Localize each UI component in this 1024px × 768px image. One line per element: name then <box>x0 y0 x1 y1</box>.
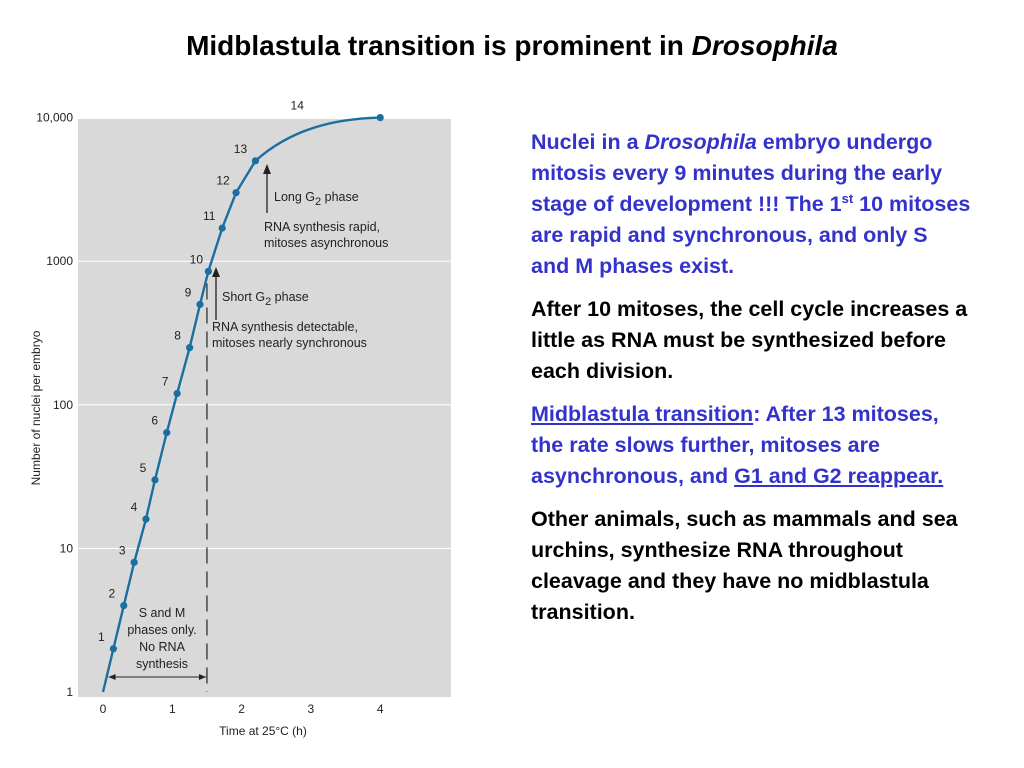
point-label: 7 <box>162 374 169 388</box>
data-point <box>163 429 171 437</box>
data-point <box>186 344 194 352</box>
p3-middle: : After 13 mitoses, the rate slows furth… <box>531 402 939 488</box>
x-axis-title: Time at 25°C (h) <box>219 724 307 738</box>
s-and-m-arrow-right <box>198 674 206 680</box>
g1-g2-reappear-link[interactable]: G1 and G2 reappear. <box>734 464 944 488</box>
point-label: 6 <box>151 414 158 428</box>
long-g2-text: Long G <box>274 190 315 204</box>
point-label: 2 <box>108 587 115 601</box>
y-tick-label: 10,000 <box>36 111 73 125</box>
y-tick-label: 100 <box>53 398 73 412</box>
short-g2-suffix: phase <box>271 290 309 304</box>
point-label: 5 <box>140 461 147 475</box>
long-g2-arrow-head <box>263 164 271 174</box>
title-italic: Drosophila <box>691 30 838 61</box>
s-and-m-line-2: phases only. <box>127 623 196 637</box>
long-g2-label: Long G2 phase <box>274 190 359 208</box>
y-tick-label: 1 <box>66 685 73 699</box>
point-label: 11 <box>203 209 216 223</box>
short-g2-text: Short G <box>222 290 265 304</box>
point-label: 8 <box>174 329 181 343</box>
p1-part-a: Nuclei in a <box>531 130 645 154</box>
x-tick-label: 2 <box>238 702 245 716</box>
p1-part-d: 10 mitoses are rapid and synchronous, an… <box>531 192 971 278</box>
y-tick-label: 10 <box>60 541 74 555</box>
s-and-m-line-1: S and M <box>139 606 186 620</box>
s-and-m-arrow-left <box>108 674 116 680</box>
slide-title: Midblastula transition is prominent in D… <box>0 30 1024 62</box>
title-main: Midblastula transition is prominent in <box>186 30 692 61</box>
short-g2-detail-1: RNA synthesis detectable, <box>212 320 358 334</box>
paragraph-3: Midblastula transition: After 13 mitoses… <box>531 399 971 492</box>
paragraph-2: After 10 mitoses, the cell cycle increas… <box>531 297 968 383</box>
points-layer <box>109 114 384 653</box>
short-g2-arrow-head <box>212 267 220 277</box>
data-point <box>173 389 181 398</box>
x-tick-label: 1 <box>169 702 176 716</box>
point-label: 13 <box>234 142 248 156</box>
data-point <box>196 300 204 309</box>
paragraph-4: Other animals, such as mammals and sea u… <box>531 507 958 624</box>
short-g2-label: Short G2 phase <box>222 290 309 308</box>
data-point <box>232 189 240 197</box>
short-g2-sub: 2 <box>265 296 271 308</box>
grid-layer <box>78 117 451 549</box>
data-point <box>251 157 260 165</box>
text-panel: Nuclei in a Drosophila embryo undergo mi… <box>531 127 971 640</box>
point-label: 12 <box>216 174 230 188</box>
y-tick-label: 1000 <box>46 254 73 268</box>
long-g2-detail-1: RNA synthesis rapid, <box>264 220 380 234</box>
long-g2-detail-2: mitoses asynchronous <box>264 236 388 250</box>
annotation-layer <box>108 164 271 692</box>
midblastula-transition-link[interactable]: Midblastula transition <box>531 402 754 426</box>
point-label: 3 <box>119 543 126 557</box>
data-point <box>151 476 159 484</box>
short-g2-detail-2: mitoses nearly synchronous <box>212 336 367 350</box>
plot-background <box>78 119 451 697</box>
point-label: 4 <box>131 500 138 514</box>
point-label: 9 <box>185 285 192 299</box>
x-tick-label: 4 <box>377 702 384 716</box>
data-point <box>130 558 138 566</box>
x-tick-label: 0 <box>100 702 107 716</box>
data-point <box>109 645 117 653</box>
p1-superscript: st <box>841 190 854 206</box>
paragraph-1: Nuclei in a Drosophila embryo undergo mi… <box>531 127 971 282</box>
data-point <box>376 114 384 122</box>
long-g2-sub: 2 <box>315 196 321 208</box>
point-label: 10 <box>190 252 204 266</box>
p1-part-c: embryo undergo mitosis every 9 minutes d… <box>531 130 943 216</box>
x-tick-label: 3 <box>308 702 315 716</box>
y-axis-title: Number of nuclei per embryo <box>29 330 43 485</box>
data-point <box>218 224 226 232</box>
data-point <box>120 601 128 610</box>
point-label: 1 <box>98 630 105 644</box>
s-and-m-line-3: No RNA <box>139 640 186 654</box>
s-and-m-line-4: synthesis <box>136 657 188 671</box>
data-point <box>142 515 150 523</box>
long-g2-suffix: phase <box>321 190 359 204</box>
data-point <box>204 267 212 275</box>
point-label: 14 <box>291 99 305 113</box>
p1-drosophila: Drosophila <box>644 130 757 154</box>
